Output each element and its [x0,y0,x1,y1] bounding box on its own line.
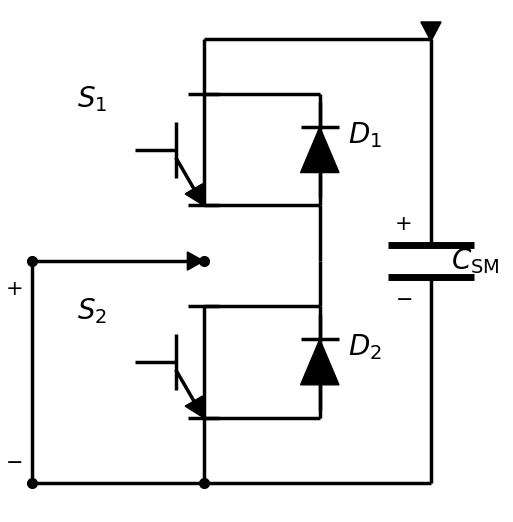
Text: $S_1$: $S_1$ [77,85,107,114]
Polygon shape [301,339,339,385]
Text: $+$: $+$ [5,279,23,299]
Text: $-$: $-$ [394,288,412,309]
Polygon shape [185,184,204,206]
Text: $-$: $-$ [6,450,23,471]
Polygon shape [187,252,204,270]
Text: $C_{\mathsf{SM}}$: $C_{\mathsf{SM}}$ [451,246,500,276]
Polygon shape [185,396,204,418]
Polygon shape [301,127,339,173]
Text: $S_2$: $S_2$ [77,296,107,326]
Text: $+$: $+$ [394,213,412,234]
Text: $D_1$: $D_1$ [348,120,382,150]
Text: $D_2$: $D_2$ [348,332,381,362]
Polygon shape [421,22,441,41]
